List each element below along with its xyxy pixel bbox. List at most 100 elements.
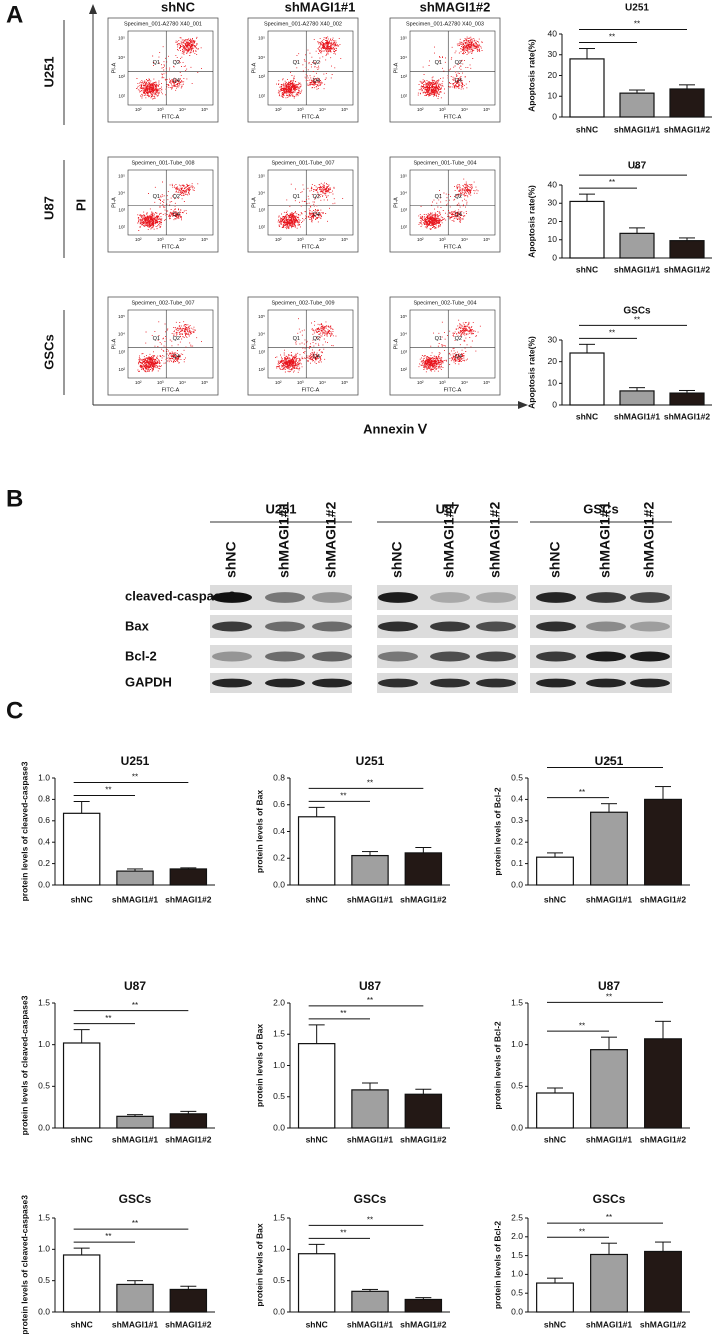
arrow-head bbox=[518, 401, 528, 409]
significance-label: ** bbox=[105, 1014, 111, 1023]
bar bbox=[404, 1298, 443, 1313]
x-tick-label: shMAGI1#2 bbox=[400, 1319, 447, 1329]
y-tick-label: 0.4 bbox=[273, 826, 285, 836]
bar bbox=[116, 1115, 154, 1129]
y-tick-label: 10 bbox=[548, 234, 558, 244]
bar bbox=[669, 240, 705, 259]
plot-tick: 10⁵ bbox=[400, 174, 407, 179]
plot-tick: 10⁴ bbox=[118, 55, 125, 60]
bar bbox=[536, 856, 574, 886]
bar bbox=[62, 1042, 101, 1129]
x-tick-label: shNC bbox=[306, 1134, 328, 1144]
plot-tick: 10² bbox=[275, 380, 282, 385]
plot-tick: 10³ bbox=[258, 207, 265, 212]
plot-tick: 10⁵ bbox=[118, 36, 125, 41]
plot-tick: 10² bbox=[258, 93, 265, 98]
y-tick-label: 1.5 bbox=[511, 997, 523, 1007]
blot-band bbox=[536, 592, 576, 603]
x-tick-label: shMAGI1#1 bbox=[614, 264, 661, 274]
event-dots bbox=[418, 319, 481, 373]
y-tick-label: 0.5 bbox=[273, 1091, 285, 1101]
axis-title: Annexin Ⅴ bbox=[363, 421, 428, 436]
bar bbox=[297, 816, 336, 886]
blot-band bbox=[430, 592, 470, 603]
protein-label: cleaved-caspase3 bbox=[125, 588, 236, 603]
y-tick-label: 0.0 bbox=[511, 1122, 523, 1132]
quadrant-label: Q2 bbox=[173, 194, 180, 200]
y-tick-label: 2.0 bbox=[511, 1231, 523, 1241]
significance-label: ** bbox=[634, 165, 640, 174]
plot-x-label: FITC-A bbox=[162, 114, 180, 120]
plot-tick: 10⁴ bbox=[179, 380, 186, 385]
bar bbox=[62, 812, 101, 886]
plot-tick: 10² bbox=[400, 224, 407, 229]
plot-area bbox=[409, 169, 496, 236]
plot-y-label: PI-A bbox=[393, 197, 399, 208]
plot-title: Specimen_002-Tube_007 bbox=[131, 300, 194, 306]
quadrant-label: Q2 bbox=[313, 336, 320, 342]
chart-title: U251 bbox=[595, 754, 624, 768]
plot-tick: 10⁴ bbox=[319, 107, 326, 112]
bar bbox=[116, 870, 154, 886]
y-tick-label: 0.5 bbox=[38, 1275, 50, 1285]
plot-tick: 10⁵ bbox=[118, 174, 125, 179]
y-tick-label: 40 bbox=[548, 179, 558, 189]
y-tick-label: 30 bbox=[548, 49, 558, 59]
blot-band bbox=[378, 678, 418, 688]
blot-band bbox=[430, 621, 470, 632]
significance-label: ** bbox=[606, 1213, 612, 1222]
protein-label: GAPDH bbox=[125, 674, 172, 689]
plot-tick: 10⁴ bbox=[258, 55, 265, 60]
plot-tick: 10⁴ bbox=[179, 237, 186, 242]
y-tick-label: 0.0 bbox=[38, 1306, 50, 1316]
y-axis-title: protein levels of Bcl-2 bbox=[492, 1021, 502, 1110]
x-tick-label: shNC bbox=[306, 894, 328, 904]
quadrant-label: Q1 bbox=[293, 60, 300, 66]
blot-band bbox=[312, 592, 352, 603]
y-tick-label: 0.0 bbox=[511, 1306, 523, 1316]
significance-label: ** bbox=[609, 33, 615, 42]
plot-area bbox=[127, 30, 214, 106]
blot-band bbox=[212, 651, 252, 662]
bar bbox=[569, 352, 605, 406]
plot-y-label: PI-A bbox=[251, 62, 257, 73]
quadrant-label: Q4 bbox=[173, 212, 180, 218]
y-tick-label: 1.0 bbox=[38, 1244, 50, 1254]
bar bbox=[297, 1043, 336, 1129]
quadrant-label: Q2 bbox=[313, 60, 320, 66]
plot-frame bbox=[247, 296, 359, 396]
bar bbox=[62, 1254, 101, 1313]
plot-frame bbox=[107, 296, 219, 396]
quadrant-label: Q4 bbox=[313, 354, 320, 360]
quadrant-label: Q1 bbox=[435, 194, 442, 200]
plot-x-label: FITC-A bbox=[302, 114, 320, 120]
y-tick-label: 0.8 bbox=[273, 772, 285, 782]
plot-frame bbox=[389, 156, 501, 253]
x-tick-label: shMAGI1#2 bbox=[165, 1319, 212, 1329]
y-tick-label: 0.2 bbox=[38, 858, 50, 868]
plot-area bbox=[409, 30, 496, 106]
y-tick-label: 20 bbox=[548, 70, 558, 80]
protein-label: Bax bbox=[125, 618, 150, 633]
chart-title: U87 bbox=[124, 979, 146, 993]
plot-y-label: PI-A bbox=[111, 338, 117, 349]
y-tick-label: 0.5 bbox=[511, 1287, 523, 1297]
x-tick-label: shMAGI1#1 bbox=[614, 124, 661, 134]
plot-area bbox=[267, 309, 354, 379]
x-tick-label: shMAGI1#1 bbox=[347, 1134, 394, 1144]
y-tick-label: 0.0 bbox=[273, 879, 285, 889]
plot-tick: 10⁴ bbox=[179, 107, 186, 112]
plot-tick: 10² bbox=[135, 237, 142, 242]
significance-label: ** bbox=[579, 1227, 585, 1236]
plot-tick: 10² bbox=[275, 107, 282, 112]
blot-band bbox=[476, 678, 516, 688]
significance-label: ** bbox=[105, 1232, 111, 1241]
blot-band bbox=[312, 621, 352, 632]
y-tick-label: 10 bbox=[548, 378, 558, 388]
blot-band bbox=[476, 592, 516, 603]
plot-tick: 10³ bbox=[118, 207, 125, 212]
plot-y-label: PI-A bbox=[393, 62, 399, 73]
y-axis-title: protein levels of Bax bbox=[254, 1024, 264, 1107]
bar bbox=[536, 1092, 574, 1129]
event-dots bbox=[275, 318, 337, 373]
